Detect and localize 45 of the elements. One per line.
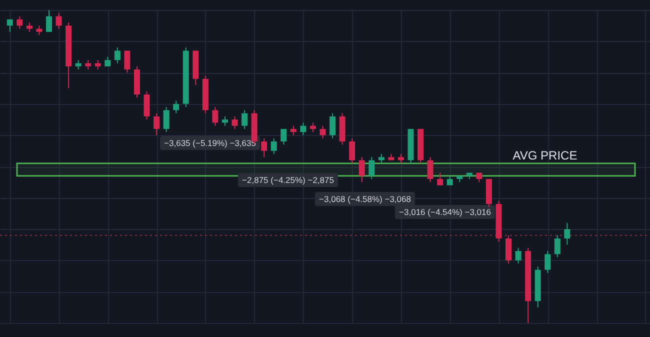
candlestick [554, 234, 560, 258]
candlestick [75, 60, 82, 70]
candlestick [114, 47, 120, 64]
candlestick [446, 175, 453, 186]
candlestick [26, 22, 32, 32]
candlestick [564, 222, 570, 246]
candlestick [349, 138, 356, 164]
candlestick [232, 116, 238, 130]
candlestick [222, 116, 228, 126]
candlestick [515, 247, 522, 264]
candlestick [290, 125, 296, 136]
candlestick [398, 153, 404, 164]
candlestick [358, 156, 365, 183]
candlestick [270, 138, 277, 154]
candlestick [16, 16, 23, 30]
candlestick [242, 110, 248, 130]
annotation: −3,016 (−4.54%) −3,016 [399, 207, 492, 217]
candlestick [310, 122, 316, 133]
candlestick [300, 122, 306, 136]
candlestick [330, 112, 336, 139]
candlestick [124, 50, 130, 74]
candlestick [427, 156, 434, 183]
candlestick [144, 90, 150, 120]
candlestick [154, 112, 160, 136]
candlestick [173, 100, 180, 114]
candlestick [437, 172, 444, 186]
candlestick [368, 156, 375, 180]
candlestick [56, 12, 62, 30]
candlestick [378, 153, 384, 164]
annotation: −3,068 (−4.58%) −3,068 [319, 194, 412, 204]
candlestick [506, 234, 512, 264]
candlestick [36, 25, 42, 36]
annotation: −2,875 (−4.25%) −2,875 [242, 175, 334, 185]
candlestick [320, 125, 326, 139]
candlestick [280, 128, 287, 146]
candlestick [94, 60, 101, 70]
candlestick [85, 60, 92, 70]
candlestick [163, 106, 170, 133]
candlestick [6, 18, 13, 32]
candlestick [212, 106, 218, 126]
candlestick [46, 10, 52, 32]
candlestick [544, 250, 551, 274]
band-label: AVG PRICE [512, 148, 578, 162]
candlestick [261, 138, 268, 158]
candlestick [104, 56, 111, 67]
